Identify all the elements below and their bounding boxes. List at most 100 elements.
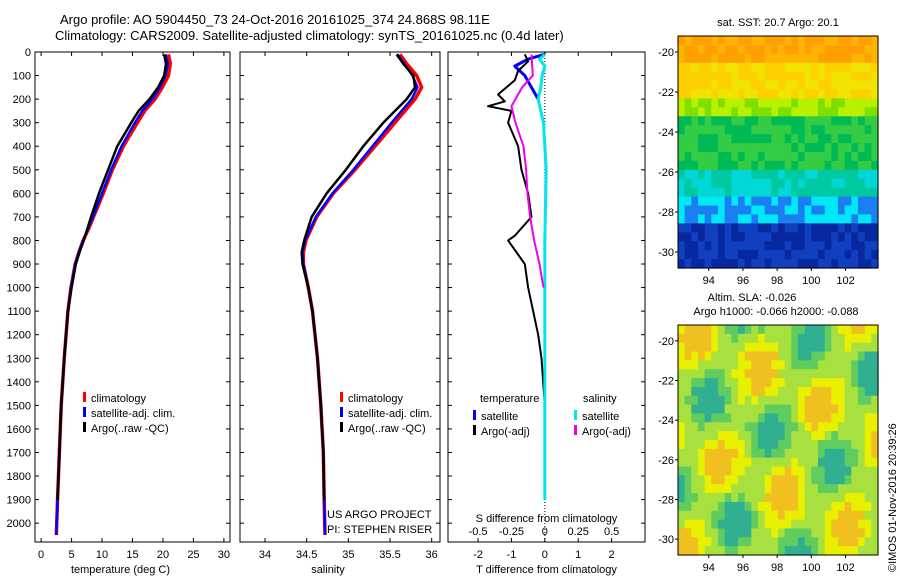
sla_map-cell — [804, 413, 812, 423]
sla_map-cell — [778, 546, 786, 556]
sst_map-cell — [698, 62, 706, 73]
sst_map-cell — [764, 169, 772, 180]
sla_map-cell — [858, 466, 866, 476]
temperature-legend-label: satellite-adj. clim. — [91, 408, 175, 420]
sla_map-cell — [791, 501, 799, 512]
sst_map-cell — [778, 143, 786, 153]
salinity-series-climatology — [301, 53, 424, 535]
sla_map-cell — [684, 333, 692, 344]
sst_map-ytick-label: -26 — [658, 167, 674, 179]
sst_map-cell — [738, 134, 746, 144]
sst_map-cell — [744, 116, 752, 126]
difference-series-salinity-argo-adj- — [510, 54, 545, 288]
sst_map-cell — [858, 36, 866, 46]
sla_map-cell — [704, 475, 712, 485]
sst_map-cell — [851, 205, 859, 216]
sla_map-cell — [864, 378, 872, 388]
sla_map-cell — [851, 386, 859, 397]
sst_map-cell — [838, 134, 846, 144]
sst_map-cell — [698, 250, 706, 260]
legend-title-salinity: salinity — [583, 393, 617, 405]
sst_map-cell — [851, 36, 859, 46]
sst_map-cell — [744, 36, 752, 46]
sst_map-cell — [771, 223, 779, 233]
sst_map-cell — [751, 223, 759, 233]
sst_map-cell — [731, 178, 739, 189]
sst_map-cell — [771, 53, 779, 64]
sst_map-cell — [871, 259, 879, 269]
sst_map-cell — [691, 125, 699, 135]
sla_map-cell — [844, 510, 852, 521]
sst_map-cell — [771, 71, 779, 82]
sst_map-cell — [851, 232, 859, 242]
sst_map-cell — [871, 160, 879, 171]
sla_map-cell — [824, 378, 832, 388]
sla_map-cell — [738, 501, 746, 512]
sla_map-cell — [818, 528, 826, 538]
sla_map-cell — [718, 342, 726, 353]
sla_map-cell — [811, 546, 819, 556]
salinity-axes-frame — [239, 51, 441, 543]
sst_map-cell — [678, 44, 686, 55]
sst_map-cell — [811, 214, 819, 224]
sst_map-cell — [684, 152, 692, 162]
sst_map-cell — [711, 214, 719, 224]
sla_map-cell — [818, 413, 826, 423]
sst_map-cell — [691, 62, 699, 73]
sst_map-cell — [824, 187, 832, 198]
sst_map-cell — [771, 98, 779, 108]
sla_map-cell — [704, 422, 712, 432]
sla_map-cell — [718, 457, 726, 468]
sla_map-cell — [704, 510, 712, 521]
sla_map-cell — [858, 510, 866, 521]
sla_map-cell — [791, 360, 799, 370]
sla_map-cell — [724, 493, 732, 503]
sst_map-cell — [758, 259, 766, 269]
sst_map-cell — [764, 241, 772, 251]
sla_map-cell — [751, 342, 759, 353]
sla_map-cell — [858, 501, 866, 512]
sla_map-cell — [838, 422, 846, 432]
sla_map-cell — [744, 342, 752, 353]
difference-xtick-label: 2 — [609, 549, 615, 561]
sst_map-cell — [731, 107, 739, 117]
sst_map-cell — [798, 152, 806, 162]
sst_map-cell — [724, 214, 732, 224]
depth-tick-label: 800 — [13, 235, 31, 247]
sla_map-cell — [811, 422, 819, 432]
sla_map-cell — [804, 510, 812, 521]
sla_map-cell — [798, 528, 806, 538]
sst_map-cell — [731, 98, 739, 108]
sst_map-cell — [858, 214, 866, 224]
sst_map-cell — [844, 205, 852, 216]
sst_map-cell — [731, 250, 739, 260]
sst_map-cell — [804, 98, 812, 108]
sst_map-cell — [698, 232, 706, 242]
sst_map-cell — [791, 98, 799, 108]
depth-tick-label: 1400 — [7, 377, 31, 389]
sla_map-cell — [684, 448, 692, 459]
sst_map-cell — [704, 160, 712, 171]
sst_map-cell — [791, 250, 799, 260]
sla_map-cell — [838, 493, 846, 503]
sla_map-cell — [758, 484, 766, 494]
sla_map-cell — [811, 342, 819, 353]
temperature-series-climatology — [54, 54, 173, 535]
sla_map-cell — [718, 431, 726, 441]
sla_map-cell — [791, 484, 799, 494]
sst_map-cell — [784, 53, 792, 64]
sla_map-cell — [771, 457, 779, 468]
sst_map-xtick-label: 102 — [836, 275, 854, 287]
sst_map-cell — [704, 98, 712, 108]
sla_map-cell — [738, 413, 746, 423]
sla_map-cell — [798, 510, 806, 521]
sst_map-cell — [764, 71, 772, 82]
sla_map-cell — [704, 448, 712, 459]
sla_map-cell — [684, 404, 692, 415]
depth-tick-label: 2000 — [7, 518, 31, 530]
sla_map-cell — [684, 369, 692, 379]
sst_map-xtick-label: 98 — [771, 275, 783, 287]
sst_map-cell — [764, 44, 772, 55]
sla_map-cell — [864, 351, 872, 361]
sst_map-cell — [771, 187, 779, 198]
